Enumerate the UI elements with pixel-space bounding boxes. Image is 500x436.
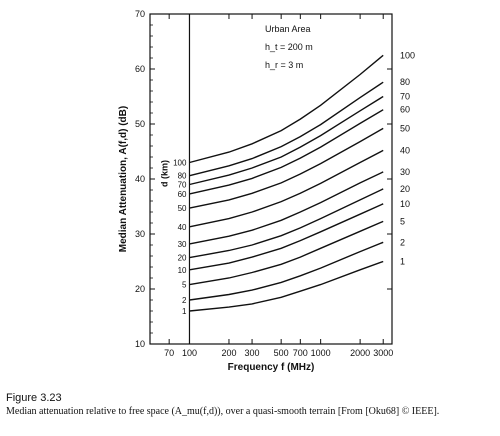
series-line-100: [189, 54, 384, 164]
chart-text: d (km) Frequency f (MHz) Median Attenuatio…: [118, 24, 314, 373]
left-label-d-2: 2: [182, 296, 187, 305]
left-label-d-30: 30: [178, 240, 187, 249]
x-tick-label: 2000: [350, 348, 370, 358]
left-label-d-5: 5: [182, 281, 187, 290]
left-label-d-60: 60: [178, 190, 187, 199]
series-line-20: [189, 188, 384, 259]
left-label-d-80: 80: [178, 172, 187, 181]
x-tick-label: 1000: [311, 348, 331, 358]
x-tick-label: 300: [245, 348, 260, 358]
right-label-d-20: 20: [400, 184, 410, 194]
series-labels: 1251020304050607080100125102030405060708…: [173, 50, 415, 316]
series-lines: [189, 54, 384, 312]
right-label-d-60: 60: [400, 105, 410, 115]
series-line-60: [189, 109, 384, 195]
series-line-5: [189, 220, 384, 286]
series-line-70: [189, 95, 384, 186]
series-line-2: [189, 241, 384, 301]
x-tick-label: 70: [164, 348, 174, 358]
left-label-d-70: 70: [178, 181, 187, 190]
right-label-d-1: 1: [400, 257, 405, 267]
y-tick-label: 40: [135, 174, 145, 184]
right-label-d-10: 10: [400, 199, 410, 209]
right-label-d-5: 5: [400, 216, 405, 226]
series-line-50: [189, 127, 384, 209]
series-line-30: [189, 171, 384, 245]
x-tick-label: 700: [293, 348, 308, 358]
right-label-d-2: 2: [400, 237, 405, 247]
right-label-d-70: 70: [400, 92, 410, 102]
x-tick-label: 500: [274, 348, 289, 358]
annotation-1: h_t = 200 m: [265, 42, 313, 52]
y-tick-label: 10: [135, 339, 145, 349]
figure-label: Figure 3.23: [6, 392, 62, 404]
x-tick-label: 200: [221, 348, 236, 358]
right-label-d-50: 50: [400, 123, 410, 133]
left-label-d-20: 20: [178, 254, 187, 263]
right-label-d-30: 30: [400, 167, 410, 177]
y-axis-title: Median Attenuation, A(f,d) (dB): [118, 106, 129, 252]
y-tick-label: 50: [135, 119, 145, 129]
left-label-d-40: 40: [178, 223, 187, 232]
series-line-10: [189, 203, 384, 271]
ticks: 70 100 200 300 500 700 1000 2000 3000 10 20 30 40 50 6…: [135, 9, 393, 358]
x-tick-label: 100: [182, 348, 197, 358]
series-line-40: [189, 149, 384, 228]
right-label-d-40: 40: [400, 145, 410, 155]
series-line-1: [189, 260, 384, 312]
left-label-d-50: 50: [178, 204, 187, 213]
annotation-0: Urban Area: [265, 24, 311, 34]
left-label-d-10: 10: [178, 266, 187, 275]
distance-axis-label: d (km): [159, 160, 169, 187]
x-tick-label: 3000: [373, 348, 393, 358]
figure-caption: Median attenuation relative to free spac…: [6, 406, 440, 417]
y-tick-label: 30: [135, 229, 145, 239]
x-axis-title: Frequency f (MHz): [228, 362, 315, 373]
y-tick-label: 60: [135, 64, 145, 74]
right-label-d-100: 100: [400, 50, 415, 60]
y-tick-label: 70: [135, 9, 145, 19]
annotation-2: h_r = 3 m: [265, 60, 303, 70]
series-line-80: [189, 81, 384, 177]
attenuation-chart: 70 100 200 300 500 700 1000 2000 3000 10 20 30 40 50 6…: [118, 9, 415, 373]
left-label-d-100: 100: [173, 159, 187, 168]
left-label-d-1: 1: [182, 307, 187, 316]
y-tick-label: 20: [135, 284, 145, 294]
right-label-d-80: 80: [400, 77, 410, 87]
